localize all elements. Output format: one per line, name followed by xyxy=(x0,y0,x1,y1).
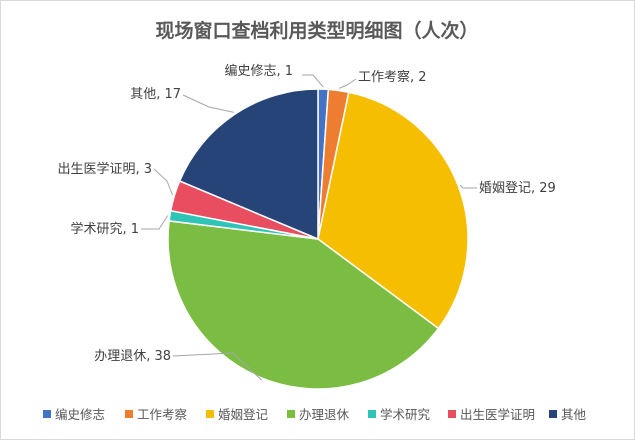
legend-label-1: 编史修志 xyxy=(55,407,105,422)
data-label-2: 工作考察, 2 xyxy=(358,70,427,85)
leader-line-6 xyxy=(153,168,173,196)
data-label-6: 出生医学证明, 3 xyxy=(57,161,152,177)
legend-label-5: 学术研究 xyxy=(380,407,431,422)
legend-swatch-6 xyxy=(448,410,456,418)
data-label-4: 办理退休, 38 xyxy=(94,349,171,364)
leader-line-1 xyxy=(302,74,324,88)
leader-line-5 xyxy=(141,215,169,230)
legend: 编史修志 工作考察 婚姻登记 办理退休 学术研究 出生医学证明 其他 xyxy=(43,407,587,422)
pie-slices xyxy=(167,88,469,390)
legend-swatch-5 xyxy=(368,410,376,418)
pie-slice-4 xyxy=(167,220,440,390)
data-label-1: 编史修志, 1 xyxy=(224,64,293,79)
pie-slice-7 xyxy=(178,88,319,241)
legend-label-4: 办理退休 xyxy=(299,407,350,422)
leader-lines xyxy=(141,74,477,381)
legend-swatch-7 xyxy=(549,410,557,418)
legend-swatch-2 xyxy=(125,410,133,418)
pie-slice-3 xyxy=(317,91,469,330)
leader-line-7 xyxy=(182,94,234,113)
legend-swatch-3 xyxy=(206,410,214,418)
legend-label-2: 工作考察 xyxy=(137,407,188,422)
leader-line-4 xyxy=(172,352,263,381)
leader-line-3 xyxy=(459,184,477,189)
data-label-5: 学术研究, 1 xyxy=(70,221,139,237)
legend-label-6: 出生医学证明 xyxy=(460,407,535,422)
data-label-7: 其他, 17 xyxy=(130,87,181,102)
data-label-3: 婚姻登记, 29 xyxy=(479,181,556,196)
legend-label-3: 婚姻登记 xyxy=(218,407,269,422)
data-labels: 编史修志, 1 工作考察, 2 婚姻登记, 29 办理退休, 38 学术研究, 1 出生医… xyxy=(57,64,555,364)
legend-swatch-1 xyxy=(43,410,51,418)
legend-swatch-4 xyxy=(287,410,295,418)
legend-label-7: 其他 xyxy=(561,407,587,422)
chart-title: 现场窗口查档利用类型明细图（人次） xyxy=(155,19,478,42)
leader-line-2 xyxy=(338,78,357,89)
